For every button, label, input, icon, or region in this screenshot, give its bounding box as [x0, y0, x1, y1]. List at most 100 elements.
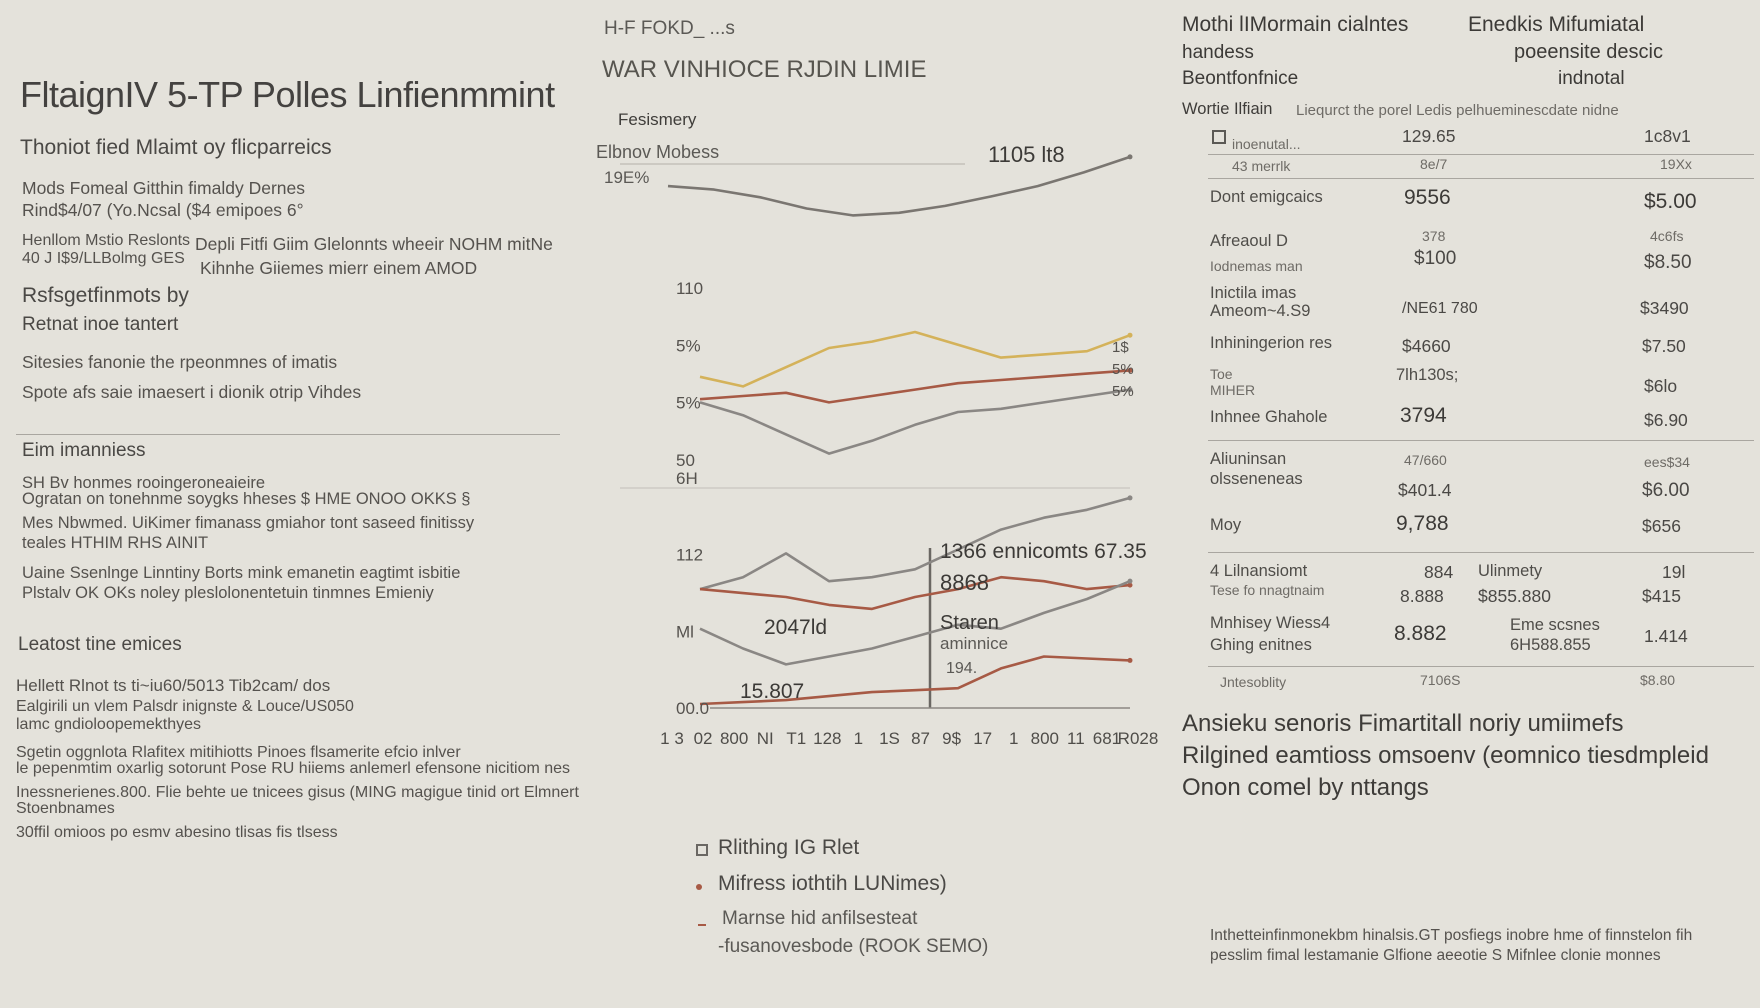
y-tick-label: 50 [676, 451, 695, 470]
chart-subtitle: WAR VINHIOCE RJDIN LIMIE [602, 56, 927, 83]
legend-dot-marker [696, 884, 702, 890]
table-head-left-3: Beontfonfnice [1182, 68, 1299, 89]
annotation-3: 2047ld [764, 616, 828, 639]
y-tick-label: 5% [676, 394, 701, 413]
right-tick-label: 5% [1112, 361, 1134, 378]
subrow-sublabel: Tese fo nnagtnaim [1210, 582, 1325, 598]
y-tick-label: Ml [676, 622, 694, 641]
eim-line: Ogratan on tonehnme soygks hheses $ HME … [22, 490, 471, 508]
least-line: 30ffil omioos po esmv abesino tlisas fis… [16, 824, 338, 841]
divider [16, 434, 560, 435]
y-tick-label: 00.0 [676, 699, 709, 718]
y-tick-label: 6H [676, 469, 698, 488]
x-tick-label: 800 [1031, 729, 1059, 748]
eim-line: SH Bv honmes rooingeroneaieire [22, 474, 266, 492]
row-value-2: 1c8v1 [1644, 126, 1691, 146]
table-rule [1208, 552, 1754, 553]
row-value-1b: 378 [1422, 228, 1446, 244]
table-head-left-1: Mothi lIMormain cialntes [1182, 13, 1409, 36]
x-tick-label: 9$ [942, 729, 961, 748]
subrow-value-1: 884 [1424, 562, 1454, 582]
least-line: Sgetin oggnlota Rlafitex mitihiotts Pino… [16, 744, 461, 761]
y-top-label: 19E% [604, 168, 650, 187]
table-rule [1208, 154, 1754, 155]
series-end-point-2-2 [1127, 578, 1133, 584]
annotation-2: 8868 [940, 570, 989, 595]
subrow-value-1: 8.882 [1394, 622, 1447, 645]
row-label: inoenutal... [1232, 136, 1301, 152]
row-label: Afreaoul D [1210, 232, 1288, 250]
series-line-1-0 [699, 330, 1131, 388]
table-rule [1208, 440, 1754, 441]
row-value-1: /NE61 780 [1402, 300, 1478, 317]
row-value-2: $5.00 [1644, 190, 1697, 213]
least-heading: Leatost tine emices [18, 634, 182, 655]
row-value-1: 9,788 [1396, 512, 1449, 535]
table-head-right-2: poeensite descic [1514, 41, 1663, 63]
row-value-2b: 19Xx [1660, 156, 1692, 172]
sub-heading: Rsfsgetfinmots by [22, 284, 189, 307]
right-tick-label: 5% [1112, 383, 1134, 400]
table-head-right-1: Enedkis Mifumiatal [1468, 13, 1645, 36]
checkbox-icon[interactable] [1212, 130, 1226, 144]
right-footer-line: Inthetteinfinmonekbm hinalsis.GT posfieg… [1210, 927, 1693, 944]
row-label: Aliuninsan [1210, 450, 1287, 468]
footer-value-2: $8.80 [1640, 672, 1676, 688]
metric-value: 1105 lt8 [988, 142, 1065, 167]
intro-line: Mods Fomeal Gitthin fimaldy Dernes [22, 178, 306, 198]
row-value-2: $6lo [1644, 376, 1678, 396]
row-label: Inictila imas [1210, 284, 1297, 302]
least-line: le pepenmtim oxarlig sotorunt Pose RU hi… [16, 760, 571, 777]
intro-side-line: Kihnhe Giiemes mierr einem AMOD [200, 258, 478, 278]
chart-top-small: H-F FOKD_ ...s [604, 18, 735, 39]
sub-line: Spote afs saie imaesert i dionik otrip V… [22, 382, 362, 402]
intro-side-line: Depli Fitfi Giim Glelonnts wheeir NOHM m… [195, 234, 553, 254]
series-end-point-2-0 [1127, 495, 1133, 501]
right-note-line: Rilgined eamtioss omsoenv (eomnico tiesd… [1182, 742, 1709, 769]
y-tick-label: 112 [676, 546, 703, 565]
least-line: Inessnerienes.800. Flie behte ue tnicees… [16, 784, 579, 801]
series-label: Fesismery [618, 110, 697, 129]
eim-heading: Eim imanniess [22, 440, 146, 461]
annotation-5: Staren [940, 612, 999, 634]
x-tick-label: 1 [854, 729, 863, 748]
row-value-2: $6.90 [1644, 410, 1688, 430]
row-label: Toe [1210, 366, 1233, 382]
legend-item: Mifress iothtih LUNimes) [718, 872, 947, 895]
row-label: Inhnee Ghahole [1210, 408, 1328, 426]
row-value-1: 3794 [1400, 404, 1447, 427]
least-line: Stoenbnames [16, 800, 115, 817]
table-head-right-3: indnotal [1558, 68, 1625, 89]
right-tick-label: 1$ [1112, 339, 1129, 356]
metric-label: Elbnov Mobess [596, 142, 720, 162]
x-tick-label: 11 [1067, 729, 1085, 748]
x-tick-label: 1S [879, 729, 900, 748]
series-end-point-2-1 [1127, 582, 1133, 588]
row-value-1: $100 [1414, 248, 1457, 269]
row-value-2: $3490 [1640, 298, 1689, 318]
footer-value-1: 7106S [1420, 672, 1461, 688]
series-line-2-1 [699, 575, 1131, 611]
series-end-point-2-3 [1127, 657, 1133, 663]
intro-line: Rind$4/07 (Yo.Ncsal ($4 emipoes 6° [22, 200, 304, 220]
row-value-1: $401.4 [1398, 480, 1452, 500]
right-note-line: Onon comel by nttangs [1182, 774, 1429, 801]
series-line-1-1 [699, 369, 1131, 404]
series-end-point-1-1 [1127, 367, 1133, 373]
row-label: Moy [1210, 516, 1242, 534]
subrow-mid-b: 6H588.855 [1510, 636, 1591, 654]
table-note-text: Liequrct the porel Ledis pelhueminescdat… [1296, 102, 1619, 119]
x-tick-label: NI [757, 729, 774, 748]
eim-line: teales HTHIM RHS AINIT [22, 534, 209, 552]
footer-label: Jntesoblity [1220, 674, 1287, 690]
x-tick-label: R028 [1118, 729, 1159, 748]
least-line: lamc gndioloopemekthyes [16, 716, 201, 733]
x-tick-label: 1 3 [660, 729, 684, 748]
row-value-1: 7lh130s; [1396, 366, 1459, 384]
row-sublabel: Iodnemas man [1210, 258, 1303, 274]
x-tick-label: 02 [694, 729, 713, 748]
x-tick-label: 17 [973, 729, 992, 748]
annotation-6: aminnice [940, 634, 1009, 653]
table-head-left-2: handess [1182, 42, 1254, 63]
x-tick-label: 87 [911, 729, 930, 748]
